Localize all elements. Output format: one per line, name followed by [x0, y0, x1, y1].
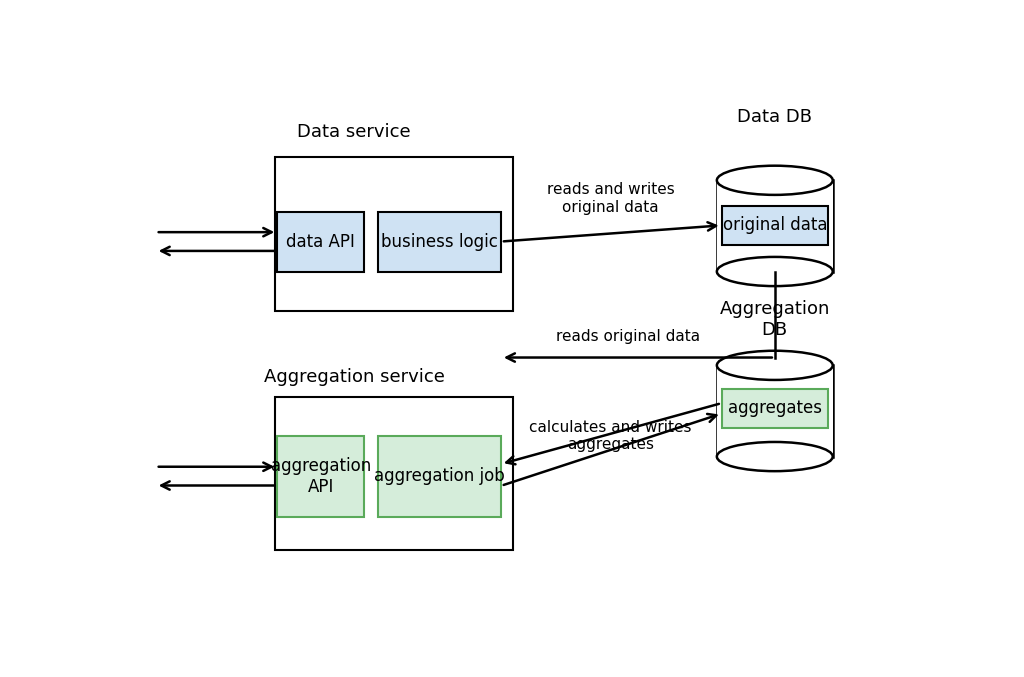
Text: Data service: Data service	[297, 123, 411, 141]
Ellipse shape	[717, 166, 833, 195]
Bar	[278, 211, 365, 271]
Bar	[717, 180, 833, 271]
Text: reads and writes
original data: reads and writes original data	[547, 182, 675, 215]
Bar	[722, 389, 828, 428]
Text: aggregates: aggregates	[728, 399, 822, 417]
Text: data API: data API	[287, 232, 355, 250]
Text: aggregation job: aggregation job	[374, 467, 505, 485]
Text: calculates and writes
aggregates: calculates and writes aggregates	[529, 420, 692, 452]
Bar	[378, 211, 501, 271]
Bar	[722, 206, 828, 245]
Bar	[278, 436, 365, 517]
Bar	[378, 436, 501, 517]
Text: business logic: business logic	[381, 232, 498, 250]
Text: original data: original data	[723, 217, 827, 234]
Ellipse shape	[717, 257, 833, 286]
Text: Data DB: Data DB	[737, 108, 812, 125]
Text: aggregation
API: aggregation API	[270, 457, 371, 496]
Text: Aggregation
DB: Aggregation DB	[720, 301, 830, 339]
Text: reads original data: reads original data	[556, 330, 700, 345]
Bar	[274, 397, 513, 550]
Bar	[274, 157, 513, 311]
Text: Aggregation service: Aggregation service	[264, 368, 444, 386]
Bar	[717, 366, 833, 456]
Ellipse shape	[717, 351, 833, 380]
Ellipse shape	[717, 442, 833, 471]
